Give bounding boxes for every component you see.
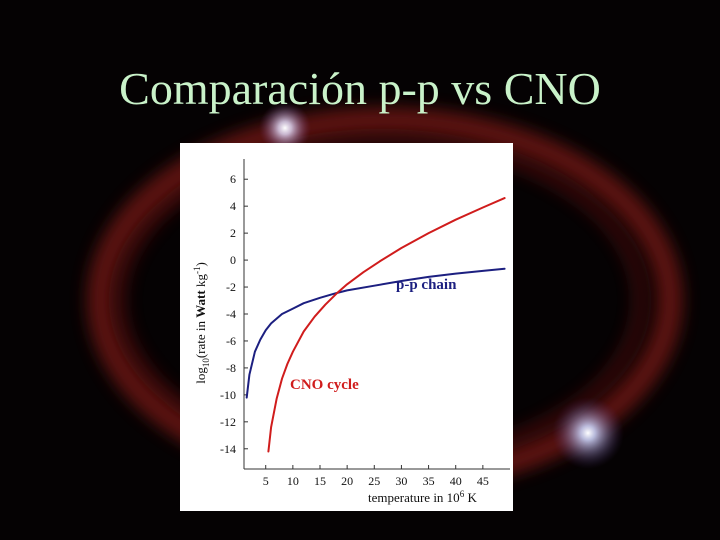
y-axis-label-mid: (rate in [193,318,208,358]
y-tick-label: -4 [226,307,236,321]
x-axis-label-sup: 6 [460,489,465,499]
x-axis-label-unit: K [464,490,477,505]
x-axis-label-main: temperature in 10 [368,490,460,505]
y-tick-label: 2 [230,226,236,240]
y-axis-label-bold: Watt [193,290,208,318]
y-axis-label-sub: 10 [201,358,211,368]
y-axis-label-end: ) [193,262,208,266]
y-tick-label: -8 [226,361,236,375]
y-tick-label: 4 [230,199,236,213]
y-tick-label: -10 [220,388,236,402]
y-axis-label-pre: log [193,367,208,384]
y-tick-label: 6 [230,172,236,186]
star-bottom-right [552,397,624,469]
series-line-cno-cycle [267,197,506,453]
star-top [259,102,311,154]
x-tick-label: 5 [263,474,269,488]
x-axis-label: temperature in 106 K [368,489,477,505]
y-axis-label-post: kg [193,274,208,291]
y-tick-label: -2 [226,280,236,294]
y-axis-label-sup: -1 [192,267,202,275]
x-tick-label: 25 [368,474,380,488]
y-tick-label: -12 [220,415,236,429]
x-tick-label: 45 [477,474,489,488]
y-tick-label: -14 [220,442,236,456]
slide-title: Comparación p-p vs CNO [119,63,601,114]
x-tick-label: 15 [314,474,326,488]
series-label-pp-chain: p-p chain [396,277,457,293]
x-tick-label: 10 [287,474,299,488]
y-tick-label: -6 [226,334,236,348]
series-line-pp-chain [245,267,506,399]
chart-panel: 6 4 2 0 -2 -4 -6 -8 -10 -12 -14 5 10 15 20 25 30 35 40 45 … [180,143,513,511]
x-tick-label: 20 [341,474,353,488]
y-axis-label: log10(rate in Watt kg-1) [192,262,211,384]
y-tick-label: 0 [230,253,236,267]
x-tick-label: 35 [423,474,435,488]
x-tick-label: 30 [395,474,407,488]
series-label-cno-cycle: CNO cycle [290,377,359,393]
x-tick-label: 40 [450,474,462,488]
